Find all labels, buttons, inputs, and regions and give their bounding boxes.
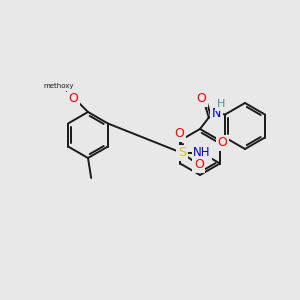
Text: S: S <box>178 146 186 160</box>
Text: methoxy: methoxy <box>44 83 74 89</box>
Text: O: O <box>218 136 227 149</box>
Text: H: H <box>217 99 226 109</box>
Text: O: O <box>194 158 204 171</box>
Text: O: O <box>69 92 79 105</box>
Text: NH: NH <box>193 146 211 160</box>
Text: O: O <box>196 92 206 105</box>
Text: O: O <box>174 127 184 140</box>
Text: N: N <box>212 107 221 120</box>
